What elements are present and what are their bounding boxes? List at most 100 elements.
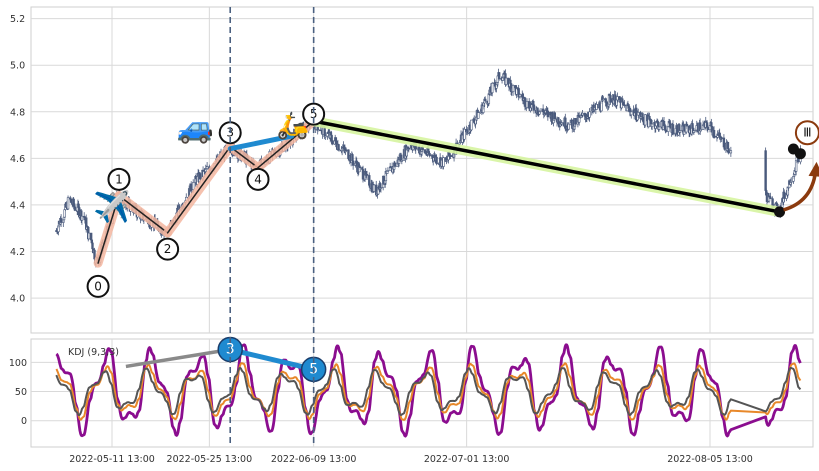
kdj-y-tick: 100 [9, 358, 27, 369]
candle-body [546, 110, 550, 118]
wave-badge-label-4: 4 [254, 172, 262, 186]
candle-body [344, 149, 348, 152]
price-y-tick: 5.0 [10, 61, 25, 72]
candle-body [583, 112, 587, 117]
candle-body [650, 123, 654, 127]
price-y-tick: 5.2 [10, 14, 25, 25]
candle-body [331, 140, 334, 145]
candle-body [706, 126, 709, 131]
candle-body [463, 128, 466, 140]
candle-body [637, 112, 640, 116]
candle-body [532, 104, 536, 111]
kdj-y-tick-labels: 0 50 100 [9, 358, 27, 427]
candle-body [470, 119, 473, 131]
candle-body [588, 111, 591, 118]
wave-2-3-line [166, 145, 231, 234]
price-y-tick: 4.2 [10, 247, 25, 258]
price-panel: 4.04.24.44.64.85.05.2 Ⅲ 012345 ✈️🚙🛵 [10, 6, 819, 334]
wave-0-1-line [97, 194, 120, 264]
price-y-tick: 4.6 [10, 154, 25, 165]
candle-body [713, 135, 716, 138]
candle-body [428, 153, 431, 157]
candle-body [497, 72, 501, 80]
candle-body [504, 77, 508, 85]
vertical-markers [229, 7, 315, 447]
x-tick: 2022-06-09 13:00 [271, 454, 357, 465]
wave-badge-5 [302, 102, 326, 126]
candle-body [678, 130, 682, 133]
candle-body [664, 129, 668, 132]
wave-badge-label-2: 2 [164, 242, 172, 256]
candle-body [59, 218, 63, 223]
candle-body [421, 147, 424, 151]
kdj-D-line [55, 367, 802, 417]
candle-body [525, 101, 529, 108]
candle-body [338, 149, 341, 152]
wave-badge-1 [107, 167, 131, 191]
candle-body [192, 182, 195, 190]
candle-body [442, 157, 445, 167]
candle-body [386, 170, 390, 172]
candle-body [400, 160, 404, 162]
candle-body [393, 162, 397, 167]
wave-badge-4 [246, 167, 270, 191]
candle-body [630, 111, 633, 116]
reversal-arrow [783, 171, 818, 212]
candle-body [477, 112, 480, 119]
wave-4-5-line [257, 120, 315, 169]
candle-body [379, 187, 383, 189]
candle-body [560, 122, 563, 125]
candle-body [712, 129, 716, 137]
candle-body [449, 155, 452, 157]
wave-badge-label-5: 5 [310, 107, 318, 121]
price-y-tick-labels: 4.0 4.2 4.4 4.6 4.8 5.0 5.2 [10, 14, 25, 304]
price-y-tick: 4.8 [10, 107, 25, 118]
candle-body [616, 96, 619, 101]
candle-body [351, 160, 355, 166]
candle-body [80, 215, 84, 221]
x-tick: 2022-07-01 13:00 [424, 454, 510, 465]
candle-body [720, 137, 723, 139]
candle-body [518, 94, 522, 97]
candle-body [790, 180, 793, 183]
candle-body [317, 129, 320, 132]
candle-body [491, 83, 494, 94]
candle-body [539, 108, 543, 112]
candle-body [609, 95, 612, 103]
pivot-dot [794, 148, 806, 160]
candle-body [692, 130, 696, 133]
trend-line [313, 119, 780, 214]
candle-body [89, 232, 93, 241]
emoji-markers: ✈️ 🚙 🛵 [93, 111, 309, 225]
reversal-arrowhead [808, 161, 819, 177]
candle-body [764, 150, 767, 191]
plane-emoji: ✈️ [93, 188, 130, 225]
candle-body [91, 242, 94, 250]
candle-body [73, 206, 77, 211]
candle-body [205, 166, 209, 169]
wave-3-5-blue [227, 133, 295, 152]
x-tick: 2022-05-11 13:00 [69, 454, 155, 465]
x-tick: 2022-05-25 13:00 [167, 454, 253, 465]
candle-body [685, 123, 689, 127]
kdj-y-tick: 50 [15, 387, 27, 398]
price-y-tick: 4.4 [10, 200, 25, 211]
candle-body [727, 148, 730, 154]
candle-body [581, 112, 584, 116]
candle-body [358, 166, 362, 169]
candle-body [602, 98, 605, 100]
candle-body [407, 147, 410, 150]
candle-body [484, 98, 487, 102]
candle-body [783, 191, 786, 199]
car-emoji: 🚙 [177, 111, 214, 146]
wave-1-2-line [118, 194, 169, 234]
candle-body [63, 209, 66, 218]
candle-body [372, 184, 376, 192]
candle-body [511, 85, 515, 92]
x-tick-labels: 2022-05-11 13:00 2022-05-25 13:00 2022-06-… [69, 454, 753, 465]
price-panel-frame [30, 6, 814, 334]
candle-body [671, 124, 675, 135]
wave-badge-0 [86, 274, 110, 298]
kdj-divergence-gray [125, 347, 231, 369]
